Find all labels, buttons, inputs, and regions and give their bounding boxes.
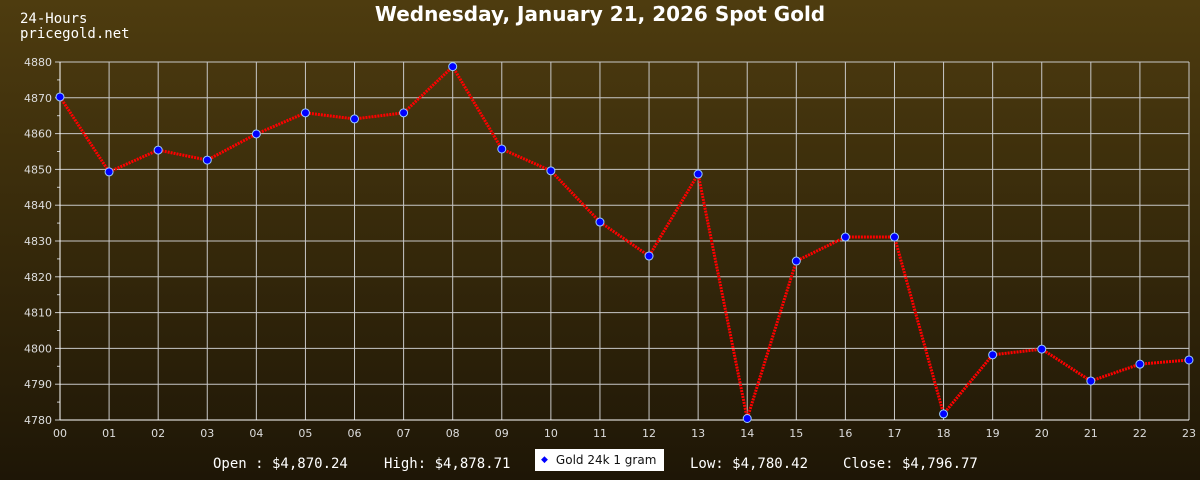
high-stat: High: $4,878.71 — [384, 456, 511, 472]
legend-marker-icon: ◆ — [541, 455, 548, 465]
x-tick-label: 14 — [740, 427, 754, 440]
x-tick-label: 02 — [151, 427, 165, 440]
low-stat: Low: $4,780.42 — [690, 456, 809, 472]
data-point — [546, 166, 556, 176]
y-tick-label: 4870 — [24, 92, 52, 105]
data-point — [251, 129, 261, 139]
data-point — [791, 256, 801, 266]
x-tick-label: 06 — [348, 427, 362, 440]
open-stat: Open : $4,870.24 — [213, 456, 348, 472]
data-point — [889, 232, 899, 242]
y-tick-label: 4860 — [24, 128, 52, 141]
x-tick-label: 03 — [200, 427, 214, 440]
y-tick-label: 4830 — [24, 235, 52, 248]
x-tick-label: 17 — [887, 427, 901, 440]
x-tick-label: 08 — [446, 427, 460, 440]
data-point — [1037, 344, 1047, 354]
data-point — [742, 413, 752, 423]
x-tick-label: 07 — [397, 427, 411, 440]
data-point — [939, 409, 949, 419]
x-tick-label: 15 — [789, 427, 803, 440]
y-tick-label: 4840 — [24, 199, 52, 212]
x-tick-label: 11 — [593, 427, 607, 440]
data-point — [202, 155, 212, 165]
y-tick-label: 4780 — [24, 414, 52, 427]
data-point — [644, 251, 654, 261]
y-tick-label: 4790 — [24, 378, 52, 391]
data-point — [840, 232, 850, 242]
y-tick-label: 4850 — [24, 163, 52, 176]
data-point — [497, 144, 507, 154]
legend: ◆ Gold 24k 1 gram — [535, 449, 664, 471]
x-tick-label: 20 — [1035, 427, 1049, 440]
data-point — [1135, 359, 1145, 369]
x-tick-label: 23 — [1182, 427, 1196, 440]
data-point — [399, 108, 409, 118]
site-label: pricegold.net — [20, 26, 130, 42]
data-point — [1086, 376, 1096, 386]
x-tick-label: 19 — [986, 427, 1000, 440]
x-tick-label: 05 — [298, 427, 312, 440]
legend-label: Gold 24k 1 gram — [555, 453, 657, 467]
x-tick-label: 04 — [249, 427, 263, 440]
x-tick-label: 12 — [642, 427, 656, 440]
period-label: 24-Hours — [20, 11, 88, 27]
data-point — [350, 114, 360, 124]
x-tick-label: 21 — [1084, 427, 1098, 440]
x-tick-label: 09 — [495, 427, 509, 440]
y-tick-label: 4810 — [24, 307, 52, 320]
x-tick-label: 00 — [53, 427, 67, 440]
data-point — [104, 167, 114, 177]
chart-title: Wednesday, January 21, 2026 Spot Gold — [374, 2, 826, 26]
data-point — [693, 169, 703, 179]
data-point — [55, 92, 65, 102]
x-tick-label: 13 — [691, 427, 705, 440]
x-tick-label: 10 — [544, 427, 558, 440]
data-point — [448, 62, 458, 72]
price-line — [58, 64, 1190, 419]
y-tick-label: 4820 — [24, 271, 52, 284]
y-tick-label: 4800 — [24, 342, 52, 355]
x-tick-label: 18 — [937, 427, 951, 440]
data-point — [1184, 355, 1194, 365]
data-point — [300, 108, 310, 118]
data-point — [153, 145, 163, 155]
data-point — [988, 350, 998, 360]
y-tick-label: 4880 — [24, 56, 52, 69]
close-stat: Close: $4,796.77 — [843, 456, 978, 472]
x-tick-label: 01 — [102, 427, 116, 440]
x-tick-label: 16 — [838, 427, 852, 440]
x-tick-label: 22 — [1133, 427, 1147, 440]
data-point — [595, 217, 605, 227]
